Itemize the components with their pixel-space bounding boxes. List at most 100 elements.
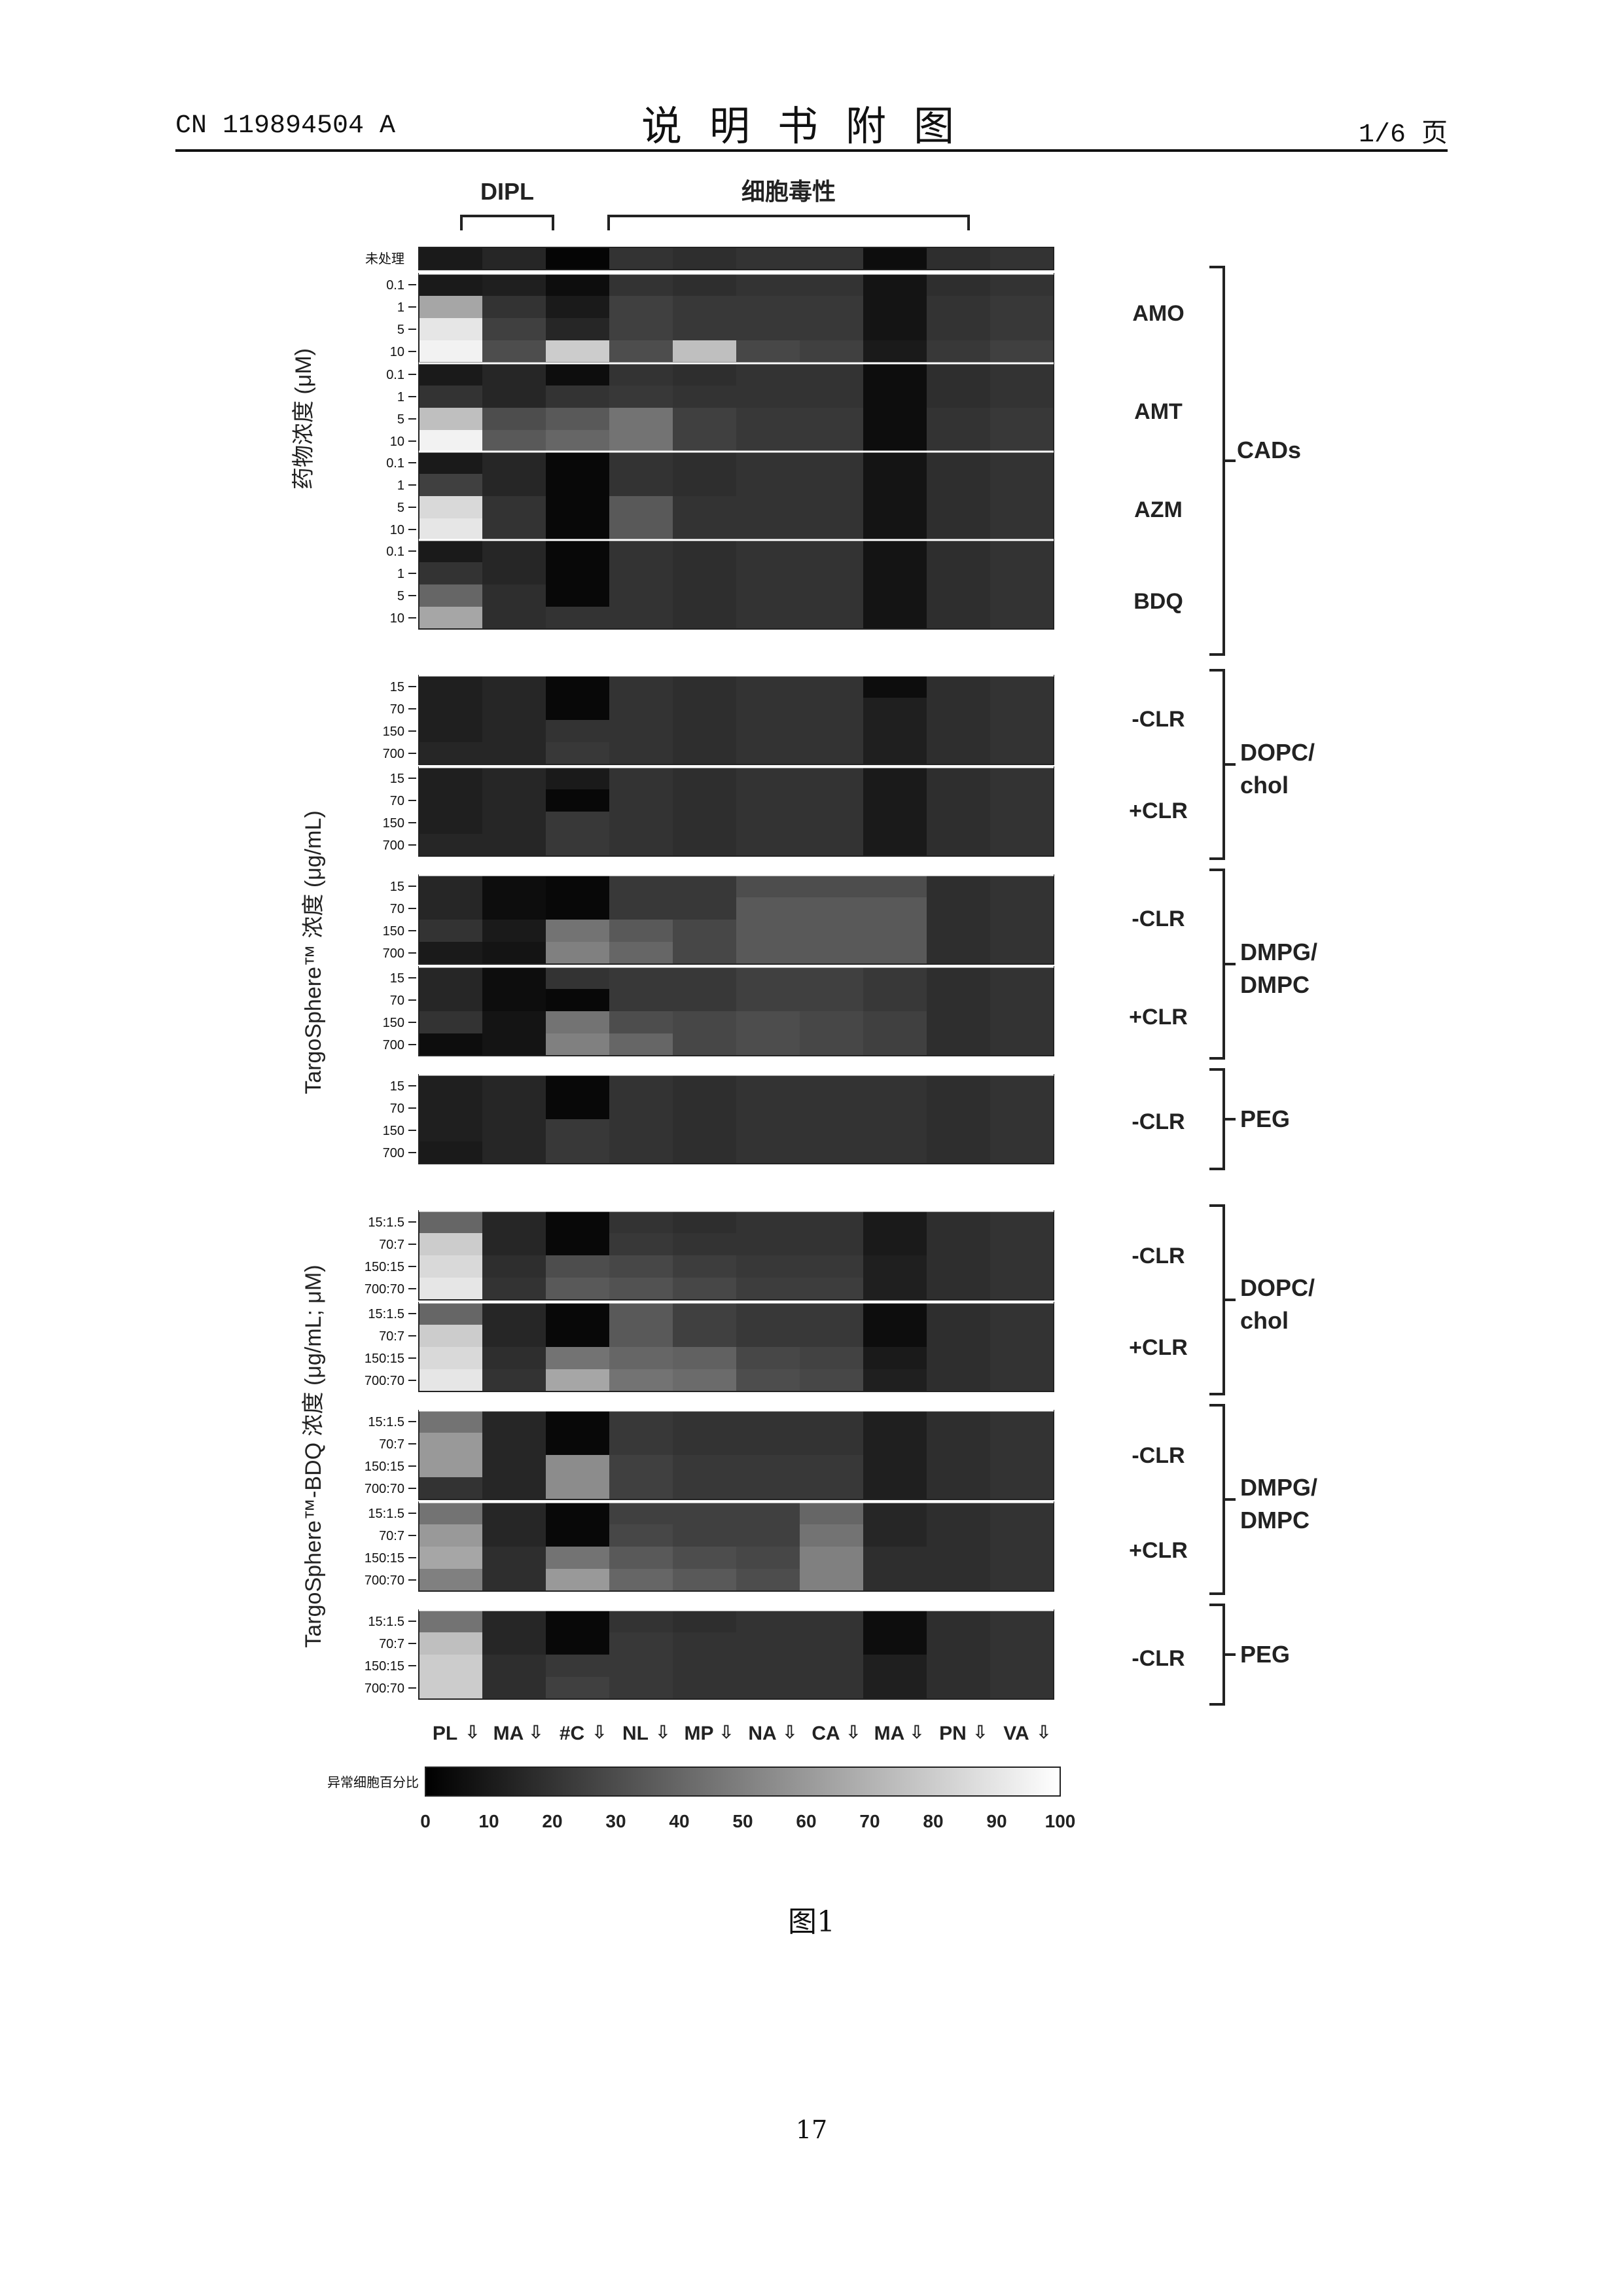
heatmap-cell — [800, 408, 863, 430]
heatmap-cell — [990, 1632, 1054, 1655]
heatmap-cell — [927, 1502, 990, 1524]
heatmap-cell — [863, 920, 927, 942]
heatmap-cell — [609, 1325, 673, 1347]
heatmap-cell — [990, 452, 1054, 474]
heatmap-cell — [609, 1547, 673, 1569]
heatmap-cell — [863, 1255, 927, 1278]
heatmap-cell — [482, 584, 546, 607]
heatmap-cell — [673, 1632, 736, 1655]
heatmap-cell — [927, 1524, 990, 1547]
heatmap-cell — [673, 1302, 736, 1325]
heatmap-cell — [609, 789, 673, 812]
heatmap-cell — [990, 1677, 1054, 1699]
heatmap-cell — [419, 967, 482, 989]
row-label: 700 — [383, 747, 404, 761]
heatmap-cell — [800, 1569, 863, 1591]
row-label: 700:70 — [365, 1573, 404, 1588]
heatmap-cell — [609, 1524, 673, 1547]
heatmap-cell — [800, 584, 863, 607]
minus-clr-label: -CLR — [1132, 707, 1185, 732]
heatmap-cell — [546, 452, 609, 474]
heatmap-cell — [673, 1369, 736, 1391]
heatmap-cell — [609, 518, 673, 541]
heatmap-cell — [927, 540, 990, 562]
color-bar-tick: 10 — [478, 1811, 499, 1831]
drug-label-amo: AMO — [1132, 301, 1184, 326]
row-label: 1 — [397, 300, 404, 315]
heatmap-cell — [673, 897, 736, 920]
heatmap-cell — [990, 518, 1054, 541]
heatmap-cell — [736, 1255, 800, 1278]
heatmap-cell — [736, 1211, 800, 1233]
heatmap-cell — [609, 1302, 673, 1325]
heatmap-cell — [736, 408, 800, 430]
minus-clr-label: -CLR — [1132, 1443, 1185, 1468]
dopc-1-bracket — [1209, 670, 1236, 859]
heatmap-cell — [863, 767, 927, 789]
heatmap-cell — [800, 1211, 863, 1233]
dipl-bracket — [461, 216, 553, 230]
heatmap-cell — [482, 430, 546, 452]
y-label-targosphere: TargoSphere™ 浓度 (μg/mL) — [301, 810, 326, 1094]
color-bar-tick: 0 — [420, 1811, 431, 1831]
heatmap-cell — [673, 274, 736, 296]
heatmap-cell — [673, 1033, 736, 1056]
heatmap-cell — [482, 1141, 546, 1164]
heatmap-cell — [482, 1477, 546, 1499]
heatmap-cell — [546, 1477, 609, 1499]
heatmap-cell — [736, 363, 800, 386]
heatmap-cell — [419, 1233, 482, 1255]
heatmap-cell — [419, 607, 482, 629]
heatmap-cell — [609, 430, 673, 452]
heatmap-cell — [419, 1369, 482, 1391]
heatmap-cell — [482, 1033, 546, 1056]
heatmap-cell — [419, 1455, 482, 1477]
row-label: 150:15 — [365, 1659, 404, 1674]
heatmap-cell — [546, 1075, 609, 1097]
heatmap-cell — [673, 942, 736, 964]
heatmap-cell — [673, 698, 736, 720]
heatmap-cell — [673, 1347, 736, 1369]
row-label: 70 — [390, 794, 404, 808]
heatmap-cell — [736, 274, 800, 296]
heatmap-cell — [863, 518, 927, 541]
row-label: 700:70 — [365, 1681, 404, 1696]
heatmap-cell — [609, 1569, 673, 1591]
heatmap-cell — [609, 1369, 673, 1391]
heatmap-cell — [419, 1278, 482, 1300]
heatmap-cell — [419, 989, 482, 1011]
color-bar-label: 异常细胞百分比 — [327, 1775, 419, 1790]
heatmap-cell — [800, 967, 863, 989]
heatmap-cell — [673, 675, 736, 698]
heatmap-cell — [800, 1119, 863, 1141]
heatmap-cell — [673, 989, 736, 1011]
heatmap-cell — [863, 1655, 927, 1677]
dopc-2-group-label: chol — [1240, 1307, 1289, 1334]
heatmap-cell — [927, 274, 990, 296]
heatmap-cell — [736, 607, 800, 629]
heatmap-cell — [736, 1569, 800, 1591]
heatmap-cell — [736, 767, 800, 789]
heatmap-cell — [419, 1677, 482, 1699]
cytotoxicity-bracket — [609, 216, 969, 230]
heatmap-cell — [990, 584, 1054, 607]
heatmap-cell — [927, 408, 990, 430]
heatmap-cell — [546, 1347, 609, 1369]
heatmap-cell — [482, 742, 546, 764]
heatmap-cell — [673, 1255, 736, 1278]
row-label: 0.1 — [386, 278, 404, 293]
heatmap-cell — [609, 1347, 673, 1369]
column-arrow-icon: ⇩ — [592, 1722, 607, 1742]
heatmap-cell — [673, 742, 736, 764]
heatmap-cell — [800, 1075, 863, 1097]
heatmap-cell — [546, 812, 609, 834]
heatmap-cell — [800, 989, 863, 1011]
heatmap-cell — [990, 363, 1054, 386]
heatmap-cell — [800, 1302, 863, 1325]
heatmap-cell — [673, 318, 736, 340]
row-label: 700:70 — [365, 1282, 404, 1297]
heatmap-cell — [419, 1119, 482, 1141]
heatmap-cell — [927, 897, 990, 920]
heatmap-cell — [800, 296, 863, 318]
heatmap-cell — [800, 474, 863, 496]
